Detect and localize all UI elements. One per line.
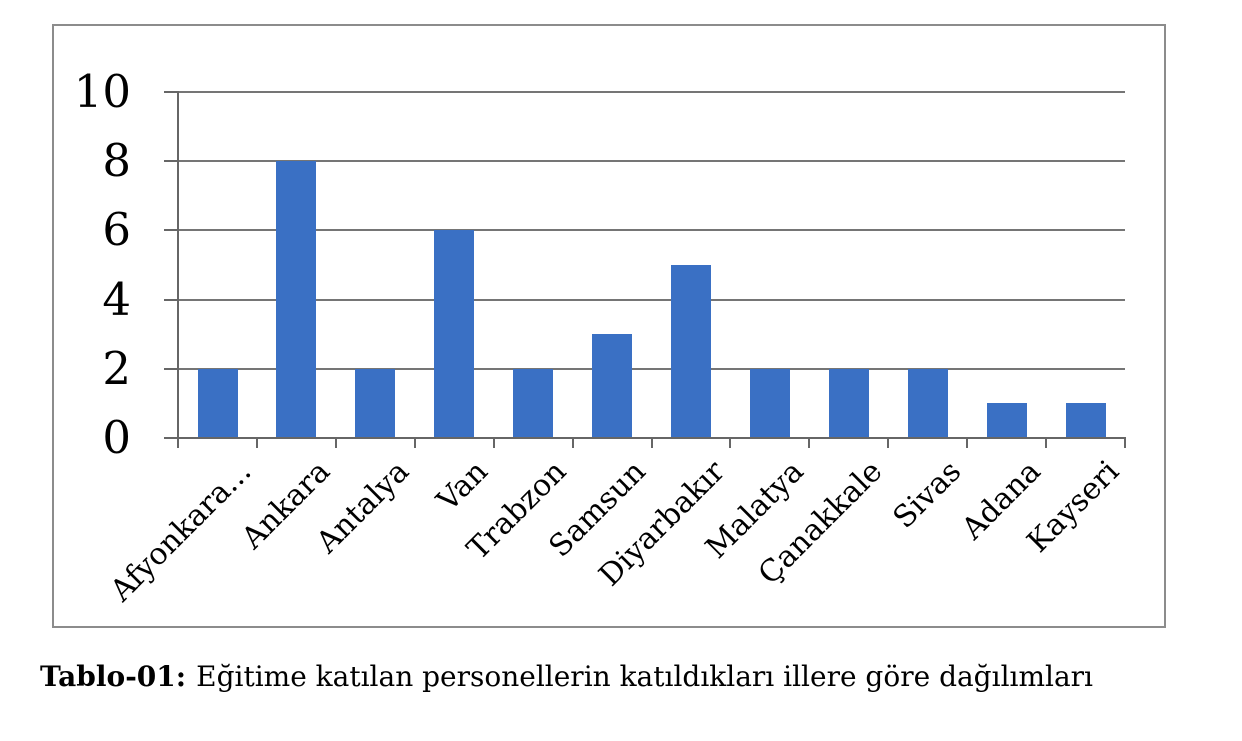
x-axis-tick xyxy=(177,438,179,448)
x-axis-tick xyxy=(729,438,732,448)
gridline xyxy=(178,298,1125,301)
y-axis-tick xyxy=(164,367,178,370)
y-axis-tick-label: 0 xyxy=(102,411,131,464)
bar xyxy=(513,369,554,438)
bar xyxy=(276,161,317,438)
caption-text: Eğitime katılan personellerin katıldıkla… xyxy=(196,660,1094,693)
y-axis-tick-label: 8 xyxy=(102,134,131,188)
y-axis-line xyxy=(177,91,179,448)
bar xyxy=(828,369,869,438)
gridline xyxy=(178,229,1125,232)
chart-caption: Tablo-01: Eğitime katılan personellerin k… xyxy=(40,660,1093,693)
x-axis-tick xyxy=(808,438,811,448)
bar xyxy=(434,230,475,438)
chart-frame: 0 2 4 6 8 10 Afyonkara... Ankara Antalya Van Trabz… xyxy=(52,24,1166,628)
gridline xyxy=(178,91,1125,93)
x-axis-tick xyxy=(255,438,258,448)
bar xyxy=(197,369,238,438)
gridline xyxy=(178,367,1125,370)
x-axis-tick xyxy=(650,438,653,448)
y-axis-tick xyxy=(164,298,178,301)
bar xyxy=(1065,403,1106,438)
x-axis-tick xyxy=(966,438,969,448)
y-axis-tick-label: 10 xyxy=(73,65,131,118)
x-axis-tick xyxy=(492,438,495,448)
y-axis-tick xyxy=(164,160,178,163)
x-axis-tick xyxy=(334,438,337,448)
gridline xyxy=(178,160,1125,163)
y-axis-tick xyxy=(164,91,178,93)
y-axis-tick xyxy=(164,437,178,439)
bar xyxy=(907,369,948,438)
bar xyxy=(749,369,790,438)
x-axis-tick xyxy=(1124,438,1126,448)
bar xyxy=(671,265,711,438)
y-axis-tick-label: 2 xyxy=(102,341,131,395)
bar xyxy=(355,369,396,438)
y-axis-tick-label: 4 xyxy=(102,272,131,326)
x-axis-tick xyxy=(887,438,890,448)
y-axis-tick xyxy=(164,229,178,232)
y-axis-tick-label: 6 xyxy=(102,203,131,257)
bar-chart: 0 2 4 6 8 10 Afyonkara... Ankara Antalya Van Trabz… xyxy=(54,26,1164,626)
x-axis-tick xyxy=(1045,438,1048,448)
x-axis-tick xyxy=(413,438,416,448)
bar xyxy=(986,403,1027,438)
x-axis-tick xyxy=(571,438,574,448)
bar xyxy=(592,334,632,438)
x-axis-category-label: Van xyxy=(430,454,495,519)
caption-label: Tablo-01: xyxy=(40,660,187,693)
